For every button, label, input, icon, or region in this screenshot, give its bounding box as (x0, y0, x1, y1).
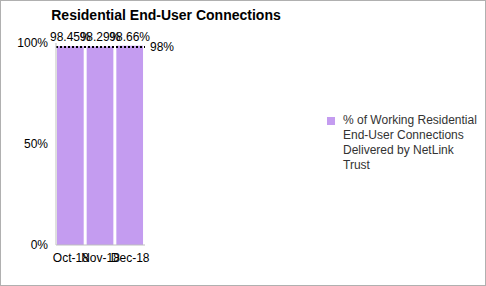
svg-text:100%: 100% (17, 36, 48, 50)
svg-text:Dec-18: Dec-18 (111, 251, 150, 265)
svg-text:Nov-18: Nov-18 (81, 250, 120, 265)
svg-text:98.66%: 98.66% (109, 30, 150, 44)
html-text:Residential End-User Connectio: Residential End-User Connections (51, 7, 281, 23)
html-text:% of Working Residential End-U: % of Working Residential End-User Connec… (343, 113, 477, 172)
svg-text:98.29%: 98.29% (79, 30, 121, 45)
svg-text:98.45%: 98.45% (50, 30, 91, 45)
svg-text:50%: 50% (24, 137, 48, 151)
svg-text:0%: 0% (31, 238, 49, 252)
svg-text:Oct-18: Oct-18 (52, 250, 89, 265)
svg-text:98%: 98% (150, 40, 174, 54)
